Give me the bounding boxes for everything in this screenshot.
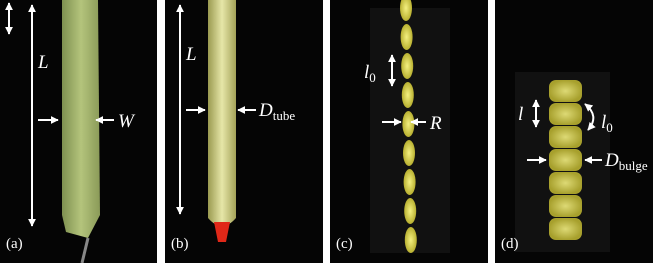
- bulge: [549, 195, 582, 217]
- panel-label: (d): [501, 236, 519, 252]
- bulge: [404, 169, 416, 195]
- bulge: [401, 24, 413, 50]
- tube: [208, 0, 236, 226]
- bulge: [404, 198, 416, 224]
- bulge: [402, 111, 414, 137]
- width-label: W: [118, 111, 136, 132]
- strip: [62, 0, 100, 238]
- bulge: [549, 149, 582, 171]
- bulge: [401, 53, 413, 79]
- panel-c: l0 R (c): [330, 0, 488, 263]
- bulge: [549, 172, 582, 194]
- bulge: [403, 140, 415, 166]
- panel-label: (c): [336, 236, 353, 252]
- bulge: [549, 218, 582, 240]
- bulge: [402, 82, 414, 108]
- panel-label: (b): [171, 236, 189, 252]
- panel-a: L W (a): [0, 0, 157, 263]
- bulge: [549, 126, 582, 148]
- photo-background: [165, 0, 323, 263]
- bulge-length-label: l: [518, 104, 523, 125]
- figure: L W (a) L Dtube (b) l0 R (c) l l0: [0, 0, 653, 263]
- bulge: [549, 80, 582, 102]
- bulge: [405, 227, 417, 253]
- bulge: [549, 103, 582, 125]
- bulge-stack: [549, 80, 582, 240]
- panel-label: (a): [6, 236, 23, 252]
- radius-label: R: [429, 113, 442, 134]
- panel-d: l l0 Dbulge (d): [495, 0, 653, 263]
- length-label: L: [185, 44, 197, 65]
- length-label: L: [37, 52, 49, 73]
- panel-b: L Dtube (b): [165, 0, 323, 263]
